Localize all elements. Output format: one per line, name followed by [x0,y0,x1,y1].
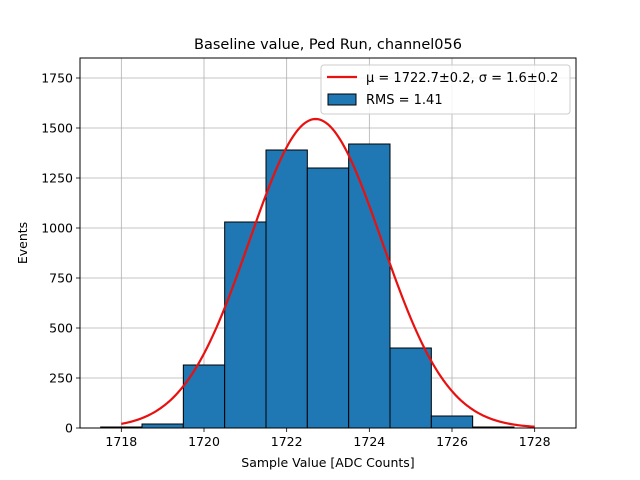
x-tick-label: 1720 [188,434,220,449]
histogram-bar [182,364,226,429]
plot-frame [79,57,577,429]
legend-fit-label: μ = 1722.7±0.2, σ = 1.6±0.2 [366,71,558,86]
x-tick-label: 1726 [436,434,468,449]
y-axis: 0 250 500 750 1000 1250 1500 1750 [41,71,80,436]
x-axis: 1718 1720 1722 1724 1726 1728 [105,428,551,449]
legend: μ = 1722.7±0.2, σ = 1.6±0.2 RMS = 1.41 [320,64,571,115]
legend-box [320,64,571,115]
legend-histogram-label: RMS = 1.41 [366,93,443,108]
y-tick-label: 0 [65,421,73,436]
y-tick-label: 1750 [41,71,73,86]
gaussian-fit-line [121,117,535,428]
x-tick-label: 1718 [105,434,137,449]
histogram-bar [430,415,474,429]
y-axis-label: Events [15,222,30,264]
histogram-bar [348,143,391,429]
x-tick-label: 1722 [271,434,303,449]
y-tick-label: 1250 [41,171,73,186]
histogram-bar [265,149,308,429]
y-tick-label: 250 [49,371,73,386]
y-tick-label: 1000 [41,221,73,236]
legend-histogram-swatch [327,93,357,106]
chart-title: Baseline value, Ped Run, channel056 [194,37,462,53]
histogram-bar [306,167,350,429]
y-tick-label: 750 [49,271,73,286]
histogram-bar [141,423,184,429]
x-axis-label: Sample Value [ADC Counts] [241,455,414,470]
y-tick-label: 500 [49,321,73,336]
x-tick-label: 1724 [353,434,385,449]
x-tick-label: 1728 [519,434,551,449]
y-tick-label: 1500 [41,121,73,136]
histogram-bar [389,347,432,429]
histogram-bars [100,143,515,429]
